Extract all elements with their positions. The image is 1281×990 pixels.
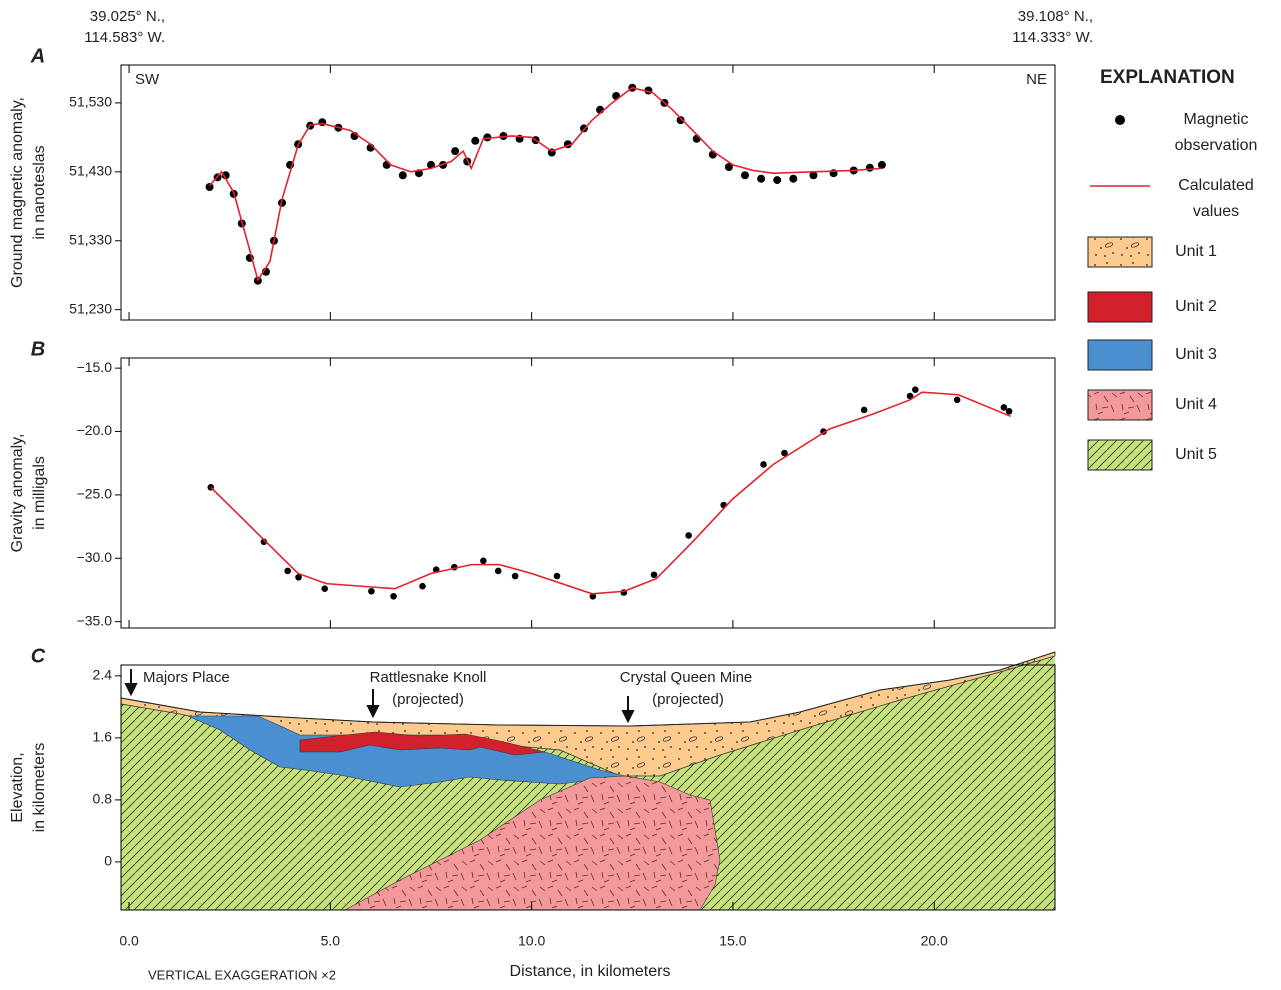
x-axis-label: Distance, in kilometers bbox=[510, 963, 671, 980]
data-point bbox=[495, 568, 502, 575]
data-point bbox=[284, 568, 291, 575]
x-tick-label: 5.0 bbox=[321, 933, 341, 949]
data-point bbox=[954, 397, 961, 404]
data-point bbox=[685, 532, 692, 539]
x-tick-label: 20.0 bbox=[921, 933, 948, 949]
y-tick-label: 1.6 bbox=[93, 729, 113, 745]
data-point bbox=[471, 137, 479, 145]
x-tick-label: 10.0 bbox=[518, 933, 545, 949]
legend-title: EXPLANATION bbox=[1100, 67, 1235, 88]
direction-label: NE bbox=[1026, 71, 1047, 88]
figure: 39.025° N., 114.583° W. 39.108° N., 114.… bbox=[0, 0, 1281, 990]
y-axis-label: in milligals bbox=[31, 456, 48, 530]
data-point bbox=[760, 461, 767, 468]
calculated-line bbox=[210, 88, 882, 280]
arrow-head bbox=[623, 711, 633, 721]
y-tick-label: 0.8 bbox=[93, 791, 113, 807]
annotation: Majors Place bbox=[143, 669, 230, 686]
data-point bbox=[390, 593, 397, 600]
legend-label: Unit 1 bbox=[1140, 239, 1252, 265]
y-tick-label: 2.4 bbox=[93, 667, 113, 683]
data-point bbox=[651, 571, 658, 578]
y-axis-label: in kilometers bbox=[31, 743, 48, 833]
y-tick-label: 51,530 bbox=[69, 94, 112, 110]
x-tick-label: 15.0 bbox=[719, 933, 746, 949]
data-point bbox=[757, 175, 765, 183]
y-axis-label: Gravity anomaly, bbox=[9, 434, 26, 553]
data-point bbox=[861, 407, 868, 414]
y-axis-label: Ground magnetic anomaly, bbox=[9, 97, 26, 288]
data-point bbox=[878, 161, 886, 169]
legend-label: Unit 4 bbox=[1140, 392, 1252, 418]
plot-frame bbox=[121, 358, 1055, 628]
data-point bbox=[480, 558, 487, 565]
data-point bbox=[741, 171, 749, 179]
coord-label: 39.108° N., bbox=[1018, 8, 1093, 25]
data-point bbox=[383, 161, 391, 169]
data-point bbox=[866, 164, 874, 172]
arrow-head bbox=[126, 684, 136, 694]
legend-dot bbox=[1115, 115, 1125, 125]
data-point bbox=[399, 171, 407, 179]
coord-label: 114.333° W. bbox=[1012, 29, 1093, 46]
coord-label: 39.025° N., bbox=[90, 8, 165, 25]
data-point bbox=[321, 585, 328, 592]
y-tick-label: 0 bbox=[104, 853, 112, 869]
chart: 39.025° N., 114.583° W. 39.108° N., 114.… bbox=[0, 0, 1281, 990]
data-point bbox=[612, 92, 620, 100]
y-tick-label: 51,230 bbox=[69, 300, 112, 316]
y-tick-label: 51,430 bbox=[69, 163, 112, 179]
data-point bbox=[368, 588, 375, 595]
calculated-line bbox=[211, 392, 1011, 594]
legend-label: Unit 2 bbox=[1140, 294, 1252, 320]
arrow-head bbox=[368, 706, 378, 716]
data-point bbox=[789, 175, 797, 183]
y-tick-label: −25.0 bbox=[77, 486, 113, 502]
coord-label: 114.583° W. bbox=[84, 29, 165, 46]
y-axis-label: Elevation, bbox=[9, 752, 26, 822]
panel-letter: C bbox=[31, 645, 46, 667]
data-point bbox=[773, 176, 781, 184]
data-point bbox=[554, 573, 561, 580]
y-tick-label: −30.0 bbox=[77, 549, 113, 565]
data-point bbox=[1006, 408, 1013, 415]
y-tick-label: −15.0 bbox=[77, 359, 113, 375]
panel-letter: B bbox=[31, 338, 45, 360]
direction-label: SW bbox=[135, 71, 160, 88]
legend-label: Calculated values bbox=[1160, 173, 1272, 225]
note: VERTICAL EXAGGERATION ×2 bbox=[148, 967, 336, 982]
legend-label: Unit 3 bbox=[1140, 342, 1252, 368]
data-point bbox=[693, 135, 701, 143]
data-point bbox=[451, 147, 459, 155]
data-point bbox=[419, 583, 426, 590]
x-tick-label: 0.0 bbox=[119, 933, 139, 949]
y-tick-label: −35.0 bbox=[77, 612, 113, 628]
annotation: Rattlesnake Knoll bbox=[370, 669, 487, 686]
data-point bbox=[912, 386, 919, 393]
annotation: (projected) bbox=[652, 691, 724, 708]
annotation: Crystal Queen Mine bbox=[620, 669, 753, 686]
legend-label: Magnetic observation bbox=[1160, 107, 1272, 159]
data-point bbox=[206, 183, 214, 191]
annotation: (projected) bbox=[392, 691, 464, 708]
panel-letter: A bbox=[30, 45, 45, 67]
cross-section bbox=[121, 652, 1055, 910]
y-axis-label: in nanoteslas bbox=[31, 145, 48, 239]
data-point bbox=[512, 573, 519, 580]
legend-label: Unit 5 bbox=[1140, 442, 1252, 468]
y-tick-label: −20.0 bbox=[77, 422, 113, 438]
y-tick-label: 51,330 bbox=[69, 231, 112, 247]
